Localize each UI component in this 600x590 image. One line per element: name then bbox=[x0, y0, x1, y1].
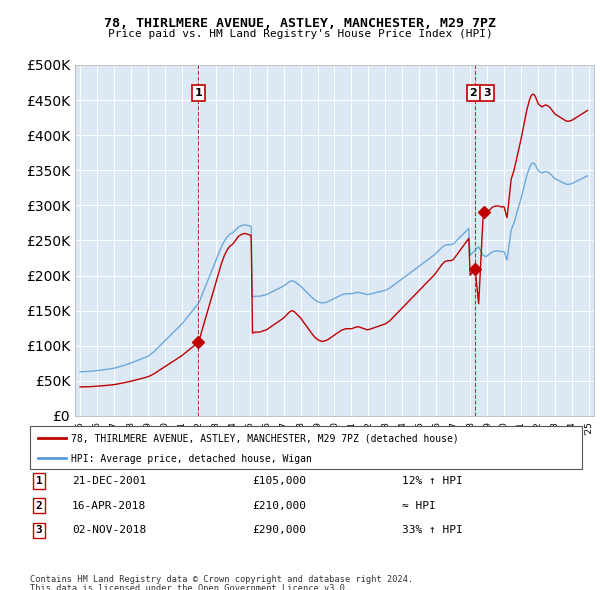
Text: ≈ HPI: ≈ HPI bbox=[402, 501, 436, 510]
Text: Contains HM Land Registry data © Crown copyright and database right 2024.: Contains HM Land Registry data © Crown c… bbox=[30, 575, 413, 584]
Text: £210,000: £210,000 bbox=[252, 501, 306, 510]
Text: 1: 1 bbox=[35, 476, 43, 486]
Text: 2: 2 bbox=[470, 88, 477, 98]
Text: 02-NOV-2018: 02-NOV-2018 bbox=[72, 526, 146, 535]
Text: HPI: Average price, detached house, Wigan: HPI: Average price, detached house, Wiga… bbox=[71, 454, 312, 464]
Text: 3: 3 bbox=[35, 526, 43, 535]
Text: 33% ↑ HPI: 33% ↑ HPI bbox=[402, 526, 463, 535]
Text: 16-APR-2018: 16-APR-2018 bbox=[72, 501, 146, 510]
Text: £290,000: £290,000 bbox=[252, 526, 306, 535]
Text: 3: 3 bbox=[483, 88, 491, 98]
Text: £105,000: £105,000 bbox=[252, 476, 306, 486]
Text: 1: 1 bbox=[194, 88, 202, 98]
FancyBboxPatch shape bbox=[30, 426, 582, 469]
Text: Price paid vs. HM Land Registry's House Price Index (HPI): Price paid vs. HM Land Registry's House … bbox=[107, 29, 493, 39]
Text: 2: 2 bbox=[35, 501, 43, 510]
Text: 12% ↑ HPI: 12% ↑ HPI bbox=[402, 476, 463, 486]
Text: This data is licensed under the Open Government Licence v3.0.: This data is licensed under the Open Gov… bbox=[30, 584, 350, 590]
Text: 21-DEC-2001: 21-DEC-2001 bbox=[72, 476, 146, 486]
Text: 78, THIRLMERE AVENUE, ASTLEY, MANCHESTER, M29 7PZ: 78, THIRLMERE AVENUE, ASTLEY, MANCHESTER… bbox=[104, 17, 496, 30]
Text: 78, THIRLMERE AVENUE, ASTLEY, MANCHESTER, M29 7PZ (detached house): 78, THIRLMERE AVENUE, ASTLEY, MANCHESTER… bbox=[71, 433, 459, 443]
